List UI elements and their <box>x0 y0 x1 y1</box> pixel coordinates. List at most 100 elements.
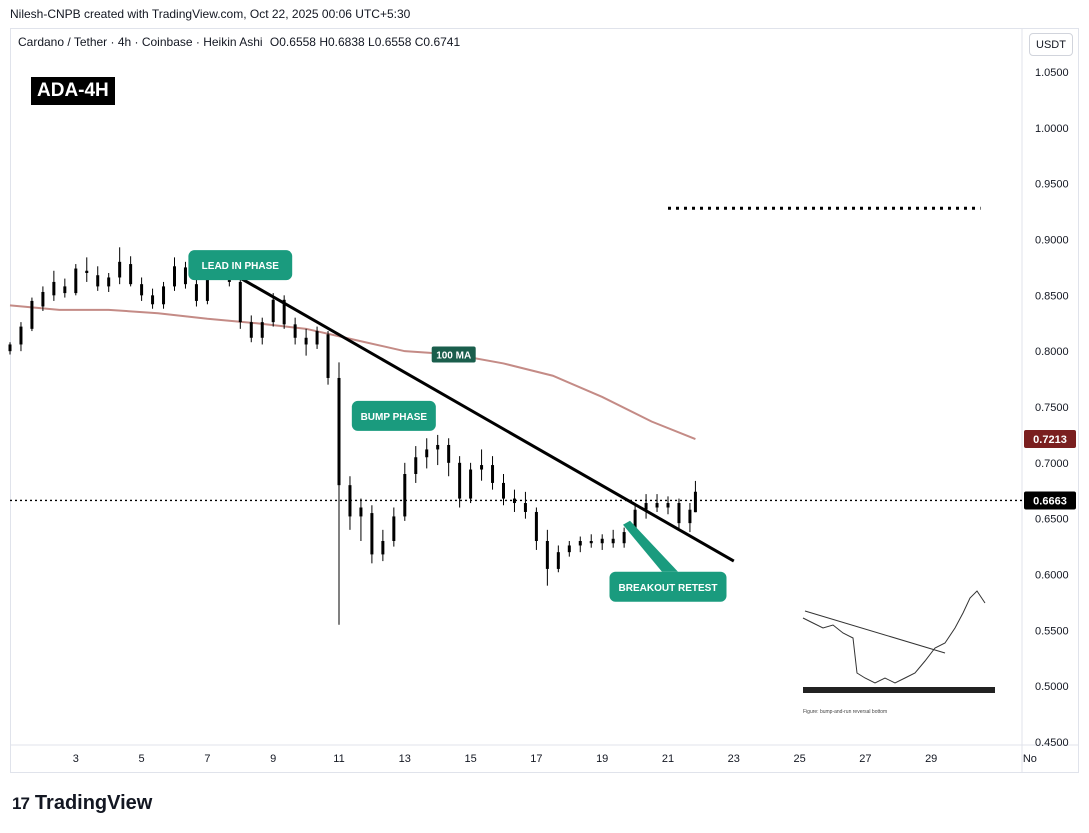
candle-body <box>491 465 495 483</box>
candle-body <box>469 469 473 499</box>
candle-body <box>183 267 187 285</box>
candle-body <box>41 291 45 307</box>
symbol-title: Cardano / Tether · 4h · Coinbase · Heiki… <box>18 35 263 49</box>
descending-trendline <box>195 251 735 563</box>
candle-body <box>85 270 89 273</box>
candle-body <box>600 538 604 544</box>
candle-body <box>74 268 78 294</box>
x-tick-label: No <box>1023 753 1037 765</box>
candle-body <box>611 538 615 544</box>
candle-body <box>249 322 253 338</box>
candle-body <box>693 491 697 513</box>
annotation-box <box>351 400 436 431</box>
candle-body <box>30 300 34 329</box>
reference-pattern-sketch: Figure: bump-and-run reversal bottom <box>795 583 1000 715</box>
ma-100-line <box>9 304 696 440</box>
candle-body <box>238 281 242 323</box>
candle-body <box>151 295 155 305</box>
candle-body <box>403 474 407 517</box>
candle-body <box>326 334 330 378</box>
y-tick-label: 0.7000 <box>1035 458 1069 470</box>
candle-body <box>502 482 505 499</box>
currency-button[interactable]: USDT <box>1029 33 1073 56</box>
candle-body <box>392 516 396 541</box>
candle-body <box>140 284 144 296</box>
candle-body <box>381 541 385 555</box>
candle-body <box>129 264 133 285</box>
candle-body <box>337 377 341 486</box>
candle-body <box>293 324 297 338</box>
candle-body <box>666 503 670 508</box>
x-tick-label: 17 <box>530 753 542 765</box>
candle-body <box>458 462 462 499</box>
ohlc-close: C0.6741 <box>414 35 461 49</box>
ohlc-open: O0.6558 <box>269 35 316 49</box>
y-tick-label: 0.5000 <box>1035 681 1069 693</box>
candle-body <box>480 465 484 470</box>
y-tick-label: 0.9500 <box>1035 179 1069 191</box>
candle-body <box>205 273 209 301</box>
y-tick-label: 0.6500 <box>1035 514 1069 526</box>
x-tick-label: 11 <box>333 753 344 765</box>
x-tick-label: 13 <box>399 753 411 765</box>
candle-body <box>523 503 527 512</box>
y-tick-label: 0.5500 <box>1035 625 1069 637</box>
candle-body <box>260 322 264 338</box>
y-tick-label: 0.8500 <box>1035 290 1069 302</box>
candle-body <box>622 532 626 544</box>
x-tick-label: 7 <box>204 753 210 765</box>
candle-body <box>359 507 363 517</box>
candle-body <box>271 299 275 323</box>
author-line: Nilesh-CNPB created with TradingView.com… <box>10 7 411 21</box>
candle-body <box>107 277 111 287</box>
candle-body <box>315 331 319 345</box>
candle-body <box>96 275 100 287</box>
x-tick-label: 5 <box>139 753 145 765</box>
y-tick-label: 1.0000 <box>1035 123 1069 135</box>
candle-body <box>425 449 429 458</box>
last-price-tag-text: 0.6663 <box>1033 495 1067 507</box>
candle-body <box>677 503 681 524</box>
x-tick-label: 15 <box>464 753 476 765</box>
annotation-box <box>188 250 293 281</box>
tradingview-logo-icon: 17 <box>12 793 30 813</box>
annotation-label: BREAKOUT RETEST <box>619 583 718 594</box>
candle-body <box>633 509 637 533</box>
candle-body <box>644 503 648 510</box>
candle-body <box>118 261 122 278</box>
footer-brand: 17 TradingView <box>12 792 152 815</box>
candle-body <box>173 266 176 287</box>
ohlc-low: L0.6558 <box>368 35 412 49</box>
candle-body <box>52 281 56 296</box>
annotation-box <box>609 571 727 602</box>
x-tick-label: 23 <box>728 753 740 765</box>
chart-frame <box>10 28 1079 773</box>
candle-body <box>304 337 308 345</box>
annotation-label: LEAD IN PHASE <box>202 261 280 272</box>
y-tick-label: 0.7500 <box>1035 402 1069 414</box>
candle-body <box>578 541 582 546</box>
ma-label-text: 100 MA <box>436 351 471 362</box>
ma-label-box <box>431 346 476 363</box>
candle-body <box>567 545 571 553</box>
candle-body <box>162 286 166 305</box>
timeframe-badge: ADA-4H <box>31 77 115 105</box>
symbol-line: Cardano / Tether · 4h · Coinbase · Heiki… <box>18 35 460 49</box>
svg-text:Figure: bump-and-run reversal: Figure: bump-and-run reversal bottom <box>803 709 887 715</box>
y-tick-label: 0.8000 <box>1035 346 1069 358</box>
candle-body <box>655 503 659 508</box>
tradingview-brand: TradingView <box>34 792 153 814</box>
x-tick-label: 19 <box>596 753 608 765</box>
candle-body <box>348 485 352 517</box>
x-tick-label: 21 <box>662 753 674 765</box>
y-tick-label: 0.9000 <box>1035 235 1069 247</box>
x-tick-label: 3 <box>73 753 79 765</box>
candle-body <box>512 498 516 504</box>
candle-body <box>688 509 692 524</box>
candle-body <box>447 444 451 463</box>
x-tick-label: 27 <box>859 753 871 765</box>
ma-price-tag <box>1024 430 1076 449</box>
x-tick-label: 9 <box>270 753 276 765</box>
y-tick-label: 0.4500 <box>1035 737 1069 749</box>
